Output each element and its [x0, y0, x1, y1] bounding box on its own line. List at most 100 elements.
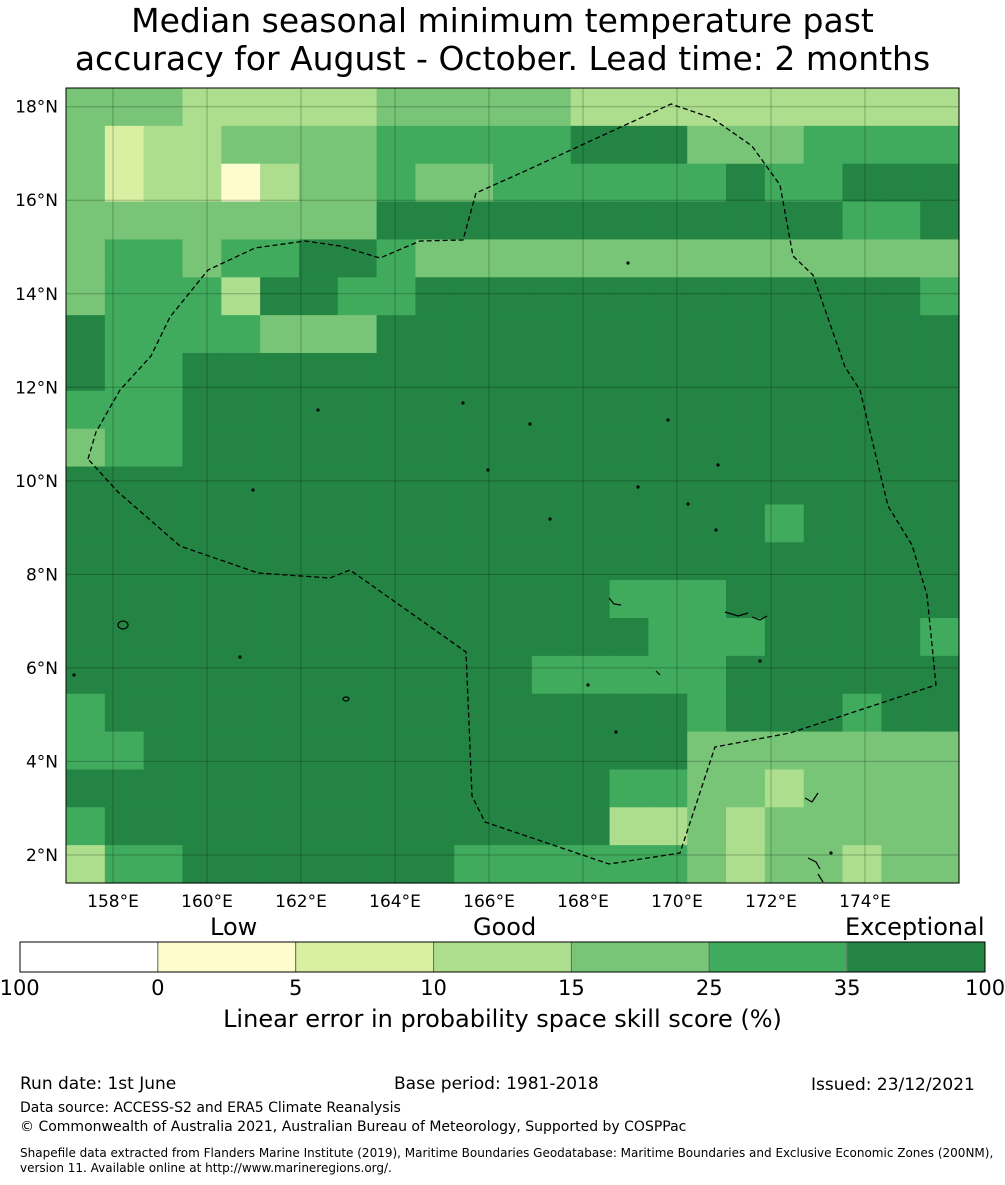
legend-category-low: Low	[210, 913, 258, 941]
grid-cell	[182, 769, 222, 808]
grid-cell	[376, 466, 417, 506]
grid-cell	[260, 807, 300, 846]
grid-cell	[764, 88, 805, 127]
base-period: Base period: 1981-2018	[394, 1074, 599, 1094]
grid-cell	[298, 163, 339, 203]
grid-cell	[648, 88, 688, 127]
grid-cell	[337, 542, 378, 581]
grid-cell	[920, 353, 960, 392]
grid-cell	[920, 163, 960, 203]
grid-cell	[182, 466, 222, 506]
skill-grid-cells	[66, 88, 960, 884]
grid-cell	[66, 201, 106, 241]
grid-cell	[66, 239, 106, 278]
grid-cell	[531, 466, 572, 506]
grid-cell	[493, 580, 533, 619]
grid-cell	[298, 504, 339, 543]
grid-cell	[143, 88, 184, 127]
grid-cell	[803, 655, 844, 695]
grid-cell	[881, 390, 921, 430]
grid-cell	[221, 125, 261, 165]
grid-cell	[531, 163, 572, 203]
grid-cell	[531, 353, 572, 392]
copyright: © Commonwealth of Australia 2021, Austra…	[20, 1119, 687, 1135]
latitude-label: 2°N	[26, 846, 58, 866]
latitude-label: 4°N	[26, 752, 58, 772]
grid-cell	[842, 693, 882, 733]
grid-cell	[415, 277, 455, 316]
grid-cell	[415, 88, 455, 127]
grid-cell	[376, 655, 417, 695]
grid-cell	[143, 201, 184, 241]
grid-cell	[764, 428, 805, 468]
grid-cell	[726, 390, 766, 430]
grid-cell	[415, 618, 455, 657]
grid-cell	[764, 163, 805, 203]
grid-cell	[337, 731, 378, 771]
shapefile-credit-line-1: Shapefile data extracted from Flanders M…	[20, 1146, 994, 1160]
grid-cell	[298, 428, 339, 468]
grid-cell	[376, 201, 417, 241]
grid-cell	[337, 315, 378, 354]
grid-cell	[687, 731, 727, 771]
grid-cell	[881, 315, 921, 354]
grid-cell	[337, 277, 378, 316]
grid-cell	[609, 201, 649, 241]
grid-cell	[143, 807, 184, 846]
grid-cell	[221, 769, 261, 808]
longitude-label: 172°E	[745, 892, 797, 910]
grid-cell	[609, 845, 649, 884]
grid-cell	[298, 239, 339, 278]
grid-cell	[221, 580, 261, 619]
grid-cell	[66, 731, 106, 771]
grid-cell	[454, 125, 494, 165]
grid-cell	[726, 201, 766, 241]
grid-cell	[143, 618, 184, 657]
grid-cell	[570, 390, 611, 430]
grid-cell	[376, 731, 417, 771]
grid-cell	[570, 504, 611, 543]
grid-cell	[570, 693, 611, 733]
grid-cell	[182, 125, 222, 165]
grid-cell	[687, 353, 727, 392]
grid-cell	[221, 390, 261, 430]
grid-cell	[143, 353, 184, 392]
grid-cell	[842, 201, 882, 241]
grid-cell	[726, 580, 766, 619]
island-dot	[548, 517, 552, 521]
grid-cell	[66, 88, 106, 127]
grid-cell	[182, 239, 222, 278]
grid-cell	[454, 390, 494, 430]
title-line-2: accuracy for August - October. Lead time…	[74, 39, 931, 78]
grid-cell	[337, 239, 378, 278]
grid-cell	[764, 504, 805, 543]
grid-cell	[881, 428, 921, 468]
grid-cell	[260, 769, 300, 808]
grid-cell	[454, 163, 494, 203]
grid-cell	[842, 466, 882, 506]
grid-cell	[66, 504, 106, 543]
latitude-label: 8°N	[26, 565, 58, 585]
grid-cell	[221, 504, 261, 543]
island-dot	[614, 730, 618, 734]
grid-cell	[881, 277, 921, 316]
grid-cell	[376, 504, 417, 543]
latitude-label: 6°N	[26, 659, 58, 679]
grid-cell	[337, 163, 378, 203]
grid-cell	[415, 542, 455, 581]
grid-cell	[881, 769, 921, 808]
grid-cell	[104, 693, 145, 733]
grid-cell	[454, 277, 494, 316]
island-dot	[316, 408, 320, 412]
grid-cell	[687, 428, 727, 468]
grid-cell	[260, 88, 300, 127]
grid-cell	[143, 466, 184, 506]
grid-cell	[920, 315, 960, 354]
grid-cell	[764, 807, 805, 846]
island-outline	[342, 696, 350, 702]
grid-cell	[493, 315, 533, 354]
grid-cell	[764, 845, 805, 884]
grid-cell	[415, 807, 455, 846]
grid-cell	[764, 618, 805, 657]
grid-cell	[842, 807, 882, 846]
